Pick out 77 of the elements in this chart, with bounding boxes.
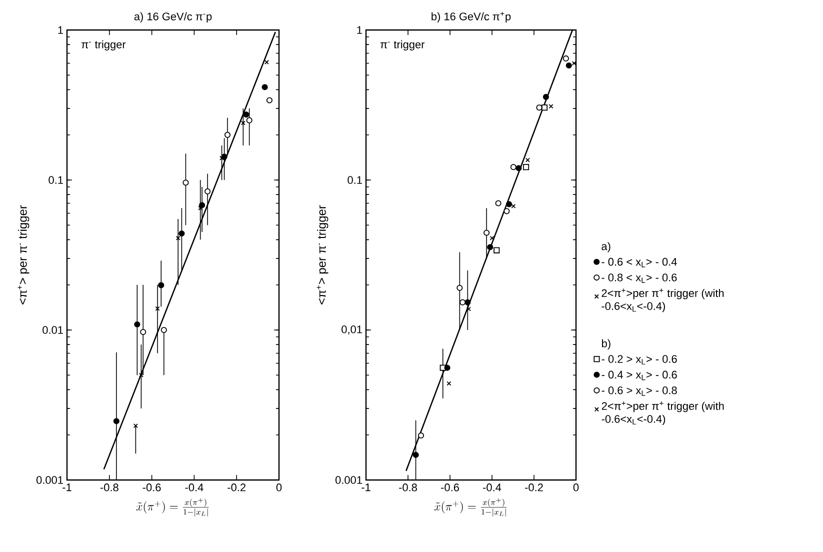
point [506, 201, 512, 208]
legend-title: b) [602, 339, 610, 350]
x-tick-label: -0.2 [228, 484, 246, 492]
x-tick-label: -0.4 [185, 484, 204, 492]
point [160, 326, 167, 334]
point [158, 282, 164, 288]
x-axis-title: $\tilde{x}(\pi^{+})=\frac{x(\pi^{+})}{1-|x_{L}|}$ [434, 498, 507, 516]
chart-title: b) 16 GeV/c π$^{+}$p [432, 12, 511, 22]
point [548, 104, 554, 109]
point [243, 112, 250, 118]
point [525, 158, 530, 162]
point [542, 94, 550, 100]
point [418, 432, 424, 439]
point [140, 328, 146, 336]
x-tick-label: -0.6 [142, 484, 161, 492]
point [224, 132, 231, 138]
point [182, 180, 189, 186]
point [495, 200, 502, 206]
point [444, 364, 450, 371]
point [460, 299, 466, 306]
annotation: π$^{-}$ trigger [380, 40, 425, 50]
point [266, 97, 272, 104]
point [487, 244, 494, 250]
point [412, 452, 419, 458]
annotation: π$^{-}$ trigger [82, 40, 126, 50]
y-tick-label: 1 [357, 26, 362, 34]
point [178, 230, 185, 237]
x-tick-label: -1 [362, 484, 370, 492]
y-axis-title: <π$^{+}$> per π$^{-}$ trigger [18, 205, 30, 304]
y-axis-title: <π$^{+}$> per π$^{-}$ trigger [316, 205, 328, 304]
legend-label: - 0.6 > x$_{L}$> - 0.8 [602, 386, 677, 396]
point [264, 60, 269, 64]
point [522, 164, 530, 170]
point [466, 306, 471, 312]
legend-label: - 0.6 < x$_{L}$> - 0.4 [602, 258, 677, 268]
point [516, 165, 522, 172]
point [490, 236, 494, 240]
point [566, 62, 572, 69]
point [204, 188, 211, 194]
x-axis-title: $\tilde{x}(\pi^{+})=\frac{x(\pi^{+})}{1-|x_{L}|}$ [136, 498, 209, 516]
text: 2<π$^{+}$>per π$^{+}$ trigger (with -0.6<x$_{L}$<-0.4) [602, 401, 724, 426]
point [510, 164, 516, 170]
legend-label: - 0.4 > x$_{L}$> - 0.6 [602, 370, 677, 380]
y-tick-label: 0.1 [348, 176, 362, 184]
point [262, 84, 268, 90]
x-tick-label: -1 [62, 484, 72, 492]
point [562, 55, 569, 62]
y-tick-label: 0,01 [342, 325, 362, 335]
y-tick-label: 1 [58, 26, 63, 34]
point [494, 247, 500, 254]
point [484, 230, 490, 236]
x-tick-label: 0 [573, 484, 579, 492]
x-tick-label: -0.8 [100, 484, 118, 492]
x-tick-label: 0 [276, 484, 282, 492]
legend-label: - 0.8 < x$_{L}$> - 0.6 [602, 274, 677, 283]
x-tick-label: -0.6 [441, 484, 459, 492]
legend-title: a) [602, 242, 610, 252]
point [446, 381, 452, 386]
point [134, 321, 140, 328]
point [511, 204, 516, 208]
point [246, 117, 252, 124]
x-tick-label: -0.2 [525, 484, 543, 492]
y-tick-label: 0.01 [42, 326, 63, 334]
y-tick-label: 0.001 [335, 476, 362, 484]
x-tick-label: -0.4 [483, 484, 502, 492]
x-tick-label: -0.8 [399, 484, 417, 492]
point [456, 284, 463, 291]
y-tick-label: 0.1 [48, 176, 63, 184]
point [464, 299, 471, 306]
point [113, 418, 120, 424]
chart-title: a) 16 GeV/c π$^{-}$p [134, 12, 212, 22]
legend-label: - 0.2 > x$_{L}$> - 0.6 [602, 355, 677, 364]
point [536, 104, 542, 111]
point [504, 208, 510, 214]
text: 2<π$^{+}$>per π$^{+}$ trigger (with -0.6<x$_{L}$<-0.4) [602, 288, 724, 312]
point [541, 104, 548, 111]
y-tick-label: 0.001 [36, 476, 63, 484]
